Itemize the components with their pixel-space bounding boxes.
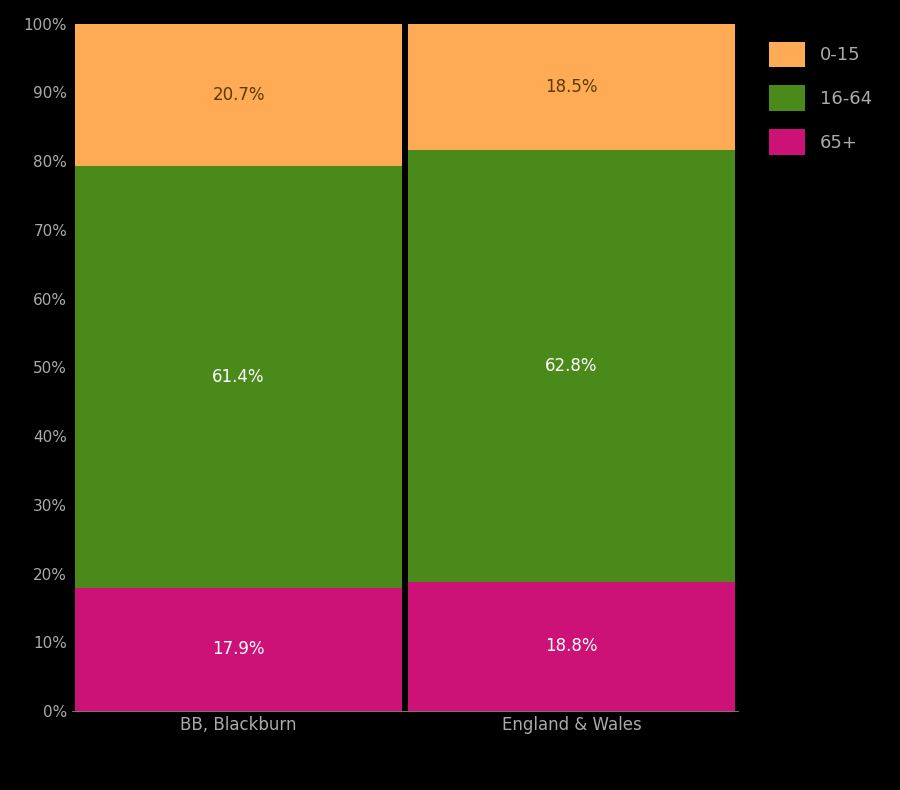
Bar — [76, 24, 401, 166]
Text: 18.8%: 18.8% — [545, 638, 598, 656]
Legend: 0-15, 16-64, 65+: 0-15, 16-64, 65+ — [760, 32, 881, 164]
Bar — [76, 166, 401, 588]
Text: 61.4%: 61.4% — [212, 368, 265, 386]
Text: 18.5%: 18.5% — [545, 77, 598, 96]
Text: 20.7%: 20.7% — [212, 86, 265, 103]
Text: 17.9%: 17.9% — [212, 641, 265, 659]
Bar — [409, 23, 734, 150]
Bar — [76, 588, 401, 711]
Bar — [409, 581, 734, 711]
Text: 62.8%: 62.8% — [545, 357, 598, 375]
Bar — [409, 150, 734, 581]
